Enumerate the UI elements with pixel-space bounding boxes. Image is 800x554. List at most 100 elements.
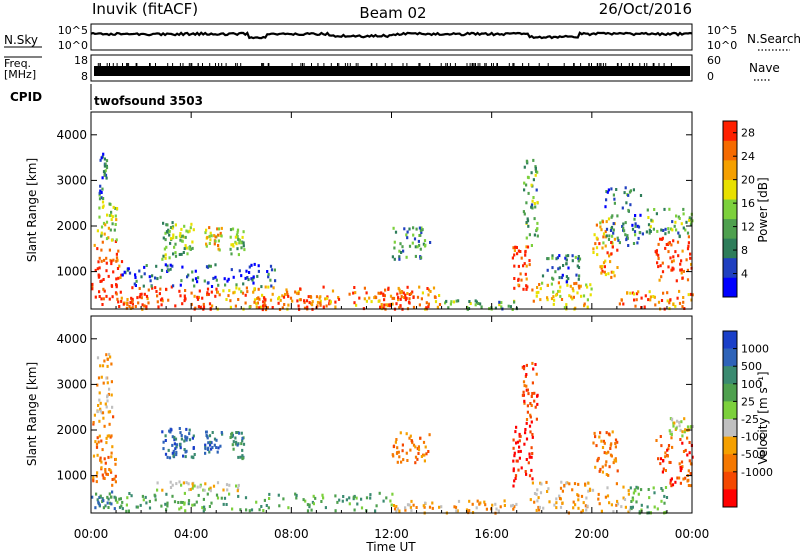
velocity-cell bbox=[156, 488, 159, 492]
velocity-colorbar-segment bbox=[723, 383, 737, 402]
power-cell bbox=[604, 244, 607, 248]
power-cell bbox=[556, 256, 559, 260]
power-cell bbox=[112, 258, 115, 262]
power-cell bbox=[535, 188, 538, 192]
velocity-cell bbox=[531, 452, 534, 455]
power-cell bbox=[111, 215, 114, 219]
velocity-cell bbox=[105, 353, 108, 357]
velocity-cell bbox=[410, 508, 413, 512]
velocity-colorbar-segment bbox=[723, 401, 737, 420]
power-cell bbox=[120, 299, 123, 303]
velocity-cell bbox=[162, 440, 165, 444]
y-tick-label: 2000 bbox=[56, 219, 87, 233]
power-cell bbox=[509, 305, 512, 309]
power-cell bbox=[527, 191, 530, 195]
power-cell bbox=[98, 215, 101, 219]
velocity-cell bbox=[689, 472, 692, 475]
velocity-cell bbox=[242, 442, 246, 446]
power-cell bbox=[571, 259, 574, 263]
power-cell bbox=[114, 240, 117, 243]
velocity-cell bbox=[409, 505, 412, 509]
velocity-cell bbox=[522, 390, 525, 394]
velocity-cell bbox=[98, 398, 101, 402]
power-cell bbox=[629, 291, 632, 295]
power-cell bbox=[627, 208, 630, 212]
velocity-cell bbox=[169, 486, 173, 489]
power-cell bbox=[525, 284, 528, 288]
power-cell bbox=[531, 199, 534, 203]
velocity-cell bbox=[608, 432, 611, 436]
noise-panel: N.Sky 10^5 10^0 10^5 10^0 N.Search bbox=[4, 23, 800, 52]
power-cell bbox=[525, 221, 528, 224]
velocity-cell bbox=[395, 438, 398, 441]
power-cell bbox=[539, 298, 542, 302]
power-cell bbox=[579, 284, 582, 288]
power-cell bbox=[291, 299, 294, 303]
velocity-cell bbox=[172, 454, 175, 458]
power-cell bbox=[616, 236, 619, 240]
power-cell bbox=[118, 264, 121, 268]
velocity-cell bbox=[416, 457, 419, 461]
power-cell bbox=[178, 253, 181, 256]
power-cell bbox=[101, 176, 104, 180]
velocity-cell bbox=[352, 495, 355, 499]
power-cell bbox=[608, 234, 611, 238]
power-cell bbox=[131, 306, 134, 310]
power-cell bbox=[602, 241, 605, 245]
power-cell bbox=[138, 287, 141, 290]
x-tick-label: 00:00 bbox=[675, 527, 710, 541]
power-cell bbox=[656, 261, 659, 265]
power-cell bbox=[161, 297, 164, 301]
power-cell bbox=[185, 246, 188, 250]
velocity-cell bbox=[107, 497, 110, 501]
velocity-cell bbox=[101, 364, 105, 368]
velocity-cell bbox=[678, 424, 681, 428]
velocity-cell bbox=[402, 458, 405, 462]
velocity-cell bbox=[111, 445, 114, 449]
nave-label: Nave bbox=[749, 61, 780, 75]
power-cell bbox=[154, 286, 157, 290]
power-cell bbox=[138, 269, 141, 273]
power-cell bbox=[660, 237, 664, 241]
velocity-cell bbox=[145, 501, 148, 505]
velocity-cell bbox=[105, 436, 108, 440]
power-cell bbox=[174, 242, 177, 246]
power-cell bbox=[667, 265, 670, 269]
power-cell bbox=[664, 232, 667, 236]
power-cell bbox=[267, 272, 270, 276]
power-cell bbox=[297, 292, 300, 296]
power-cell bbox=[264, 298, 267, 302]
velocity-cell bbox=[525, 373, 528, 376]
power-cell bbox=[628, 190, 632, 194]
velocity-cell bbox=[601, 465, 604, 469]
power-cell bbox=[264, 308, 268, 312]
power-cell bbox=[105, 220, 109, 224]
velocity-cell bbox=[306, 509, 310, 513]
velocity-cell bbox=[360, 506, 364, 510]
velocity-cell bbox=[189, 487, 192, 491]
velocity-cell bbox=[378, 491, 381, 495]
velocity-cell bbox=[175, 450, 178, 454]
power-cell bbox=[551, 256, 554, 260]
power-cell bbox=[115, 238, 118, 242]
power-cell bbox=[306, 305, 309, 309]
velocity-cell bbox=[536, 488, 539, 492]
velocity-cell bbox=[503, 504, 506, 507]
power-cell bbox=[664, 246, 667, 250]
power-cell bbox=[368, 296, 371, 300]
power-cell bbox=[400, 290, 403, 294]
power-cell bbox=[318, 301, 321, 305]
velocity-cell bbox=[193, 484, 196, 488]
power-cell bbox=[530, 244, 533, 247]
velocity-cell bbox=[348, 496, 351, 500]
power-cell bbox=[511, 256, 514, 260]
power-cell bbox=[523, 188, 526, 192]
power-cell bbox=[507, 304, 510, 308]
velocity-cell bbox=[97, 500, 100, 504]
power-cell bbox=[420, 226, 423, 230]
power-cell bbox=[532, 178, 535, 182]
power-cell bbox=[235, 283, 238, 287]
power-cell bbox=[427, 302, 430, 306]
power-cell bbox=[98, 266, 101, 270]
